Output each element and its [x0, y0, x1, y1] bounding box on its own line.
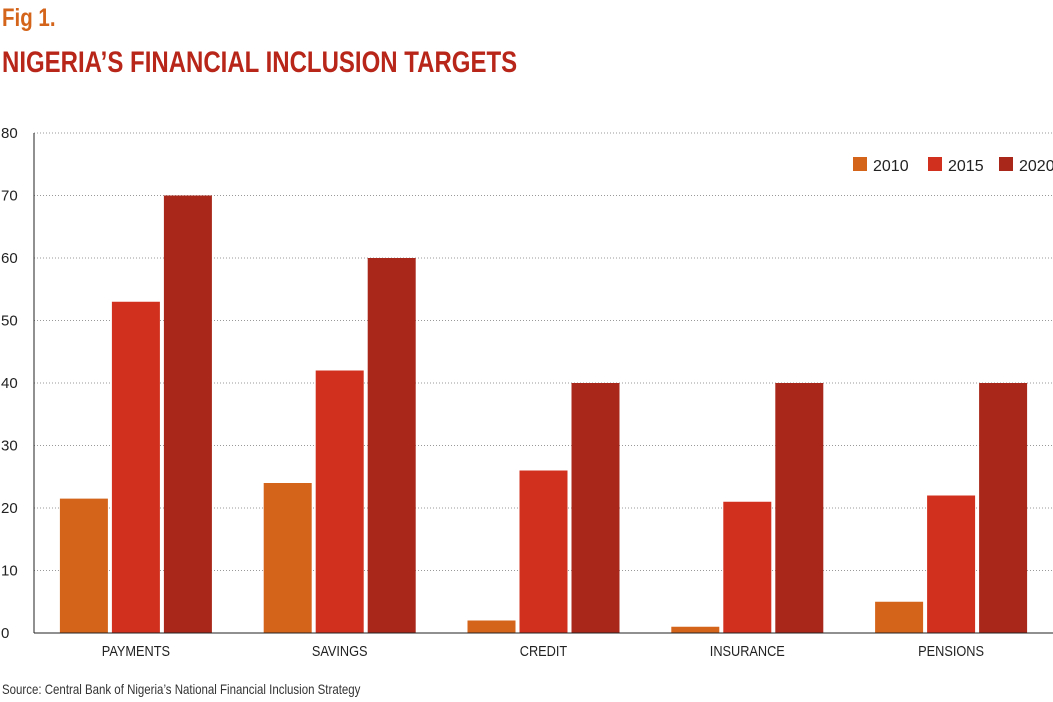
- bar-payments-2015: [111, 301, 160, 633]
- legend: 2010 2015 2020: [853, 157, 1053, 175]
- bar-payments-2020: [163, 195, 212, 633]
- axes: [33, 133, 1053, 634]
- y-tick-label: 10: [1, 563, 18, 580]
- bar-savings-2015: [315, 370, 364, 633]
- x-tick-label: PENSIONS: [918, 642, 984, 659]
- bar-pensions-2010: [875, 601, 924, 633]
- bar-credit-2020: [571, 383, 620, 633]
- bar-insurance-2020: [775, 383, 824, 633]
- bar-savings-2020: [367, 258, 416, 633]
- chart-title: NIGERIA’S FINANCIAL INCLUSION TARGETS: [2, 46, 518, 79]
- bar-credit-2015: [519, 470, 568, 633]
- y-tick-label: 0: [1, 625, 9, 642]
- bar-payments-2010: [59, 498, 108, 633]
- legend-swatch-2015: [928, 157, 942, 171]
- legend-swatch-2020: [999, 157, 1013, 171]
- bar-credit-2010: [467, 620, 516, 633]
- legend-label-2020: 2020: [1019, 158, 1053, 175]
- figure-label: Fig 1.: [2, 4, 56, 32]
- x-axis-categories: PAYMENTS SAVINGS CREDIT INSURANCE PENSIONS: [102, 642, 984, 659]
- bar-pensions-2015: [927, 495, 976, 633]
- bar-pensions-2020: [979, 383, 1028, 633]
- y-tick-label: 20: [1, 500, 18, 517]
- legend-label-2010: 2010: [873, 158, 909, 175]
- legend-label-2015: 2015: [948, 158, 984, 175]
- bar-insurance-2010: [671, 626, 720, 633]
- x-tick-label: CREDIT: [520, 642, 568, 659]
- y-tick-label: 70: [1, 188, 18, 205]
- legend-swatch-2010: [853, 157, 867, 171]
- bar-insurance-2015: [723, 501, 772, 633]
- x-tick-label: INSURANCE: [710, 642, 785, 659]
- source-note: Source: Central Bank of Nigeria’s Nation…: [2, 681, 361, 697]
- y-tick-label: 80: [1, 125, 18, 142]
- x-tick-label: PAYMENTS: [102, 642, 170, 659]
- x-tick-label: SAVINGS: [312, 642, 368, 659]
- y-axis-ticks: 0 10 20 30 40 50 60 70 80: [1, 125, 18, 642]
- y-tick-label: 40: [1, 375, 18, 392]
- y-tick-label: 50: [1, 313, 18, 330]
- bar-savings-2010: [263, 483, 312, 633]
- bars: [59, 195, 1028, 633]
- gridlines: [34, 132, 1053, 571]
- y-tick-label: 60: [1, 250, 18, 267]
- y-tick-label: 30: [1, 438, 18, 455]
